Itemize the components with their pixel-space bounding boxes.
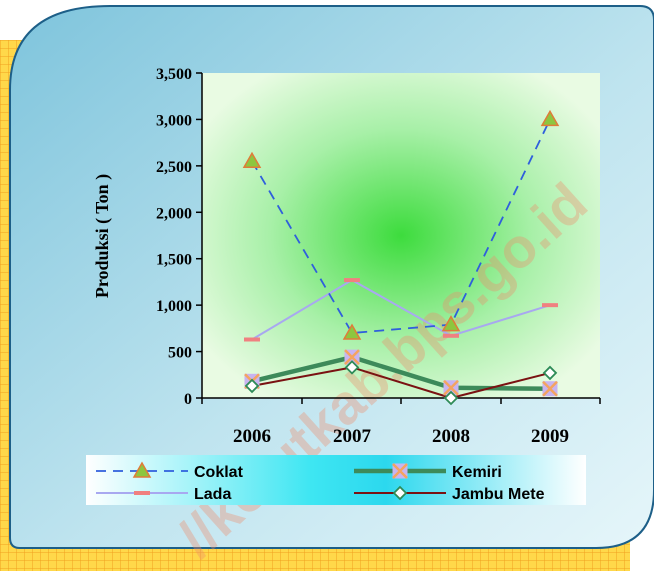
legend-label: Jambu Mete bbox=[452, 486, 545, 503]
y-tick-label: 3,000 bbox=[156, 112, 192, 129]
y-tick-label: 2,000 bbox=[156, 205, 192, 222]
y-tick-label: 2,500 bbox=[156, 159, 192, 176]
series-line-jambu-mete bbox=[251, 366, 551, 399]
series-line-lada bbox=[251, 279, 551, 341]
y-tick-label: 0 bbox=[184, 391, 192, 408]
x-tick-label: 2009 bbox=[531, 426, 569, 447]
series-line-kemiri bbox=[251, 354, 551, 391]
data-point-lada bbox=[244, 337, 260, 342]
legend-item-lada: Lada bbox=[96, 486, 231, 503]
legend-box bbox=[86, 455, 586, 505]
data-point-jambu-mete bbox=[542, 365, 558, 381]
y-ticks: 0 500 1,000 1,500 2,000 2,500 3,000 3,500 bbox=[156, 66, 202, 408]
y-tick-label: 1,500 bbox=[156, 252, 192, 269]
data-point-jambu-mete bbox=[392, 485, 408, 501]
legend-item-coklat: Coklat bbox=[96, 461, 244, 481]
data-point-jambu-mete bbox=[244, 378, 260, 394]
data-point-kemiri bbox=[542, 380, 558, 397]
data-point-coklat bbox=[342, 323, 362, 340]
x-tick-label: 2006 bbox=[233, 426, 271, 447]
data-point-lada bbox=[344, 278, 360, 283]
x-tick-label: 2007 bbox=[333, 426, 372, 447]
data-point-lada bbox=[443, 333, 459, 338]
series-layer bbox=[242, 109, 560, 406]
data-point-coklat bbox=[540, 109, 560, 127]
data-point-lada bbox=[134, 491, 150, 495]
y-tick-label: 500 bbox=[168, 345, 192, 362]
data-point-lada bbox=[542, 303, 558, 308]
data-point-jambu-mete bbox=[344, 360, 360, 375]
legend-item-kemiri: Kemiri bbox=[354, 463, 502, 481]
legend-label: Lada bbox=[194, 486, 231, 503]
marker-x-stroke bbox=[542, 380, 558, 397]
marker-x-stroke bbox=[344, 349, 360, 366]
marker-x-stroke bbox=[443, 379, 459, 396]
y-tick-label: 3,500 bbox=[156, 66, 192, 83]
data-point-kemiri bbox=[344, 349, 360, 366]
legend-item-jambu-mete: Jambu Mete bbox=[354, 485, 545, 503]
data-point-kemiri bbox=[392, 463, 408, 479]
y-axis-title: Produksi ( Ton ) bbox=[92, 174, 113, 298]
y-tick-label: 1,000 bbox=[156, 298, 192, 315]
legend-label: Kemiri bbox=[452, 464, 502, 481]
data-point-coklat bbox=[441, 315, 461, 332]
plot-area bbox=[202, 73, 600, 398]
series-line-coklat bbox=[251, 119, 551, 334]
marker-x-stroke bbox=[392, 463, 408, 479]
x-tick-label: 2008 bbox=[432, 426, 470, 447]
data-point-coklat bbox=[242, 151, 262, 168]
data-point-coklat bbox=[132, 461, 152, 478]
data-point-jambu-mete bbox=[443, 390, 459, 406]
legend-label: Coklat bbox=[194, 464, 244, 481]
legend: Coklat Kemiri Lada Jambu Mete bbox=[96, 461, 545, 503]
x-ticks: 2006 2007 2008 2009 bbox=[201, 398, 601, 447]
